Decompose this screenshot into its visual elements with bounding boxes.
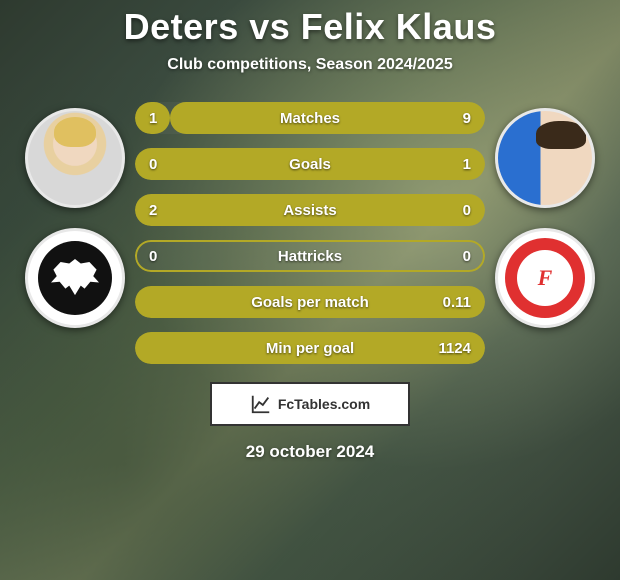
stat-label: Hattricks — [135, 240, 485, 272]
eagle-icon — [51, 259, 99, 297]
stat-value-right: 1 — [463, 148, 471, 180]
stat-label: Goals — [135, 148, 485, 180]
stat-row: 1Matches9 — [135, 102, 485, 134]
stat-value-right: 0 — [463, 240, 471, 272]
right-column: F — [485, 102, 605, 328]
stat-row: 2Assists0 — [135, 194, 485, 226]
page-title: Deters vs Felix Klaus — [124, 6, 497, 48]
stat-label: Assists — [135, 194, 485, 226]
club-left-crest-inner — [38, 241, 112, 315]
stat-value-right: 0.11 — [443, 286, 471, 318]
stat-label: Goals per match — [135, 286, 485, 318]
stat-value-right: 1124 — [438, 332, 471, 364]
stat-row: Min per goal1124 — [135, 332, 485, 364]
source-badge-text: FcTables.com — [278, 396, 370, 412]
club-right-crest: F — [495, 228, 595, 328]
left-column — [15, 102, 135, 328]
chart-icon — [250, 393, 272, 415]
comparison-card: Deters vs Felix Klaus Club competitions,… — [0, 0, 620, 580]
player-left-avatar — [25, 108, 125, 208]
comparison-body: 1Matches90Goals12Assists00Hattricks0Goal… — [0, 102, 620, 364]
stat-label: Matches — [135, 102, 485, 134]
stat-row: Goals per match0.11 — [135, 286, 485, 318]
stat-label: Min per goal — [135, 332, 485, 364]
club-left-crest — [25, 228, 125, 328]
club-right-crest-inner: F — [505, 238, 585, 318]
stat-row: 0Hattricks0 — [135, 240, 485, 272]
date-text: 29 october 2024 — [246, 442, 375, 462]
stat-value-right: 9 — [463, 102, 471, 134]
stat-value-right: 0 — [463, 194, 471, 226]
player-right-avatar — [495, 108, 595, 208]
source-badge: FcTables.com — [210, 382, 410, 426]
stat-bars: 1Matches90Goals12Assists00Hattricks0Goal… — [135, 102, 485, 364]
subtitle: Club competitions, Season 2024/2025 — [167, 56, 452, 74]
stat-row: 0Goals1 — [135, 148, 485, 180]
club-right-crest-letter: F — [517, 250, 573, 306]
